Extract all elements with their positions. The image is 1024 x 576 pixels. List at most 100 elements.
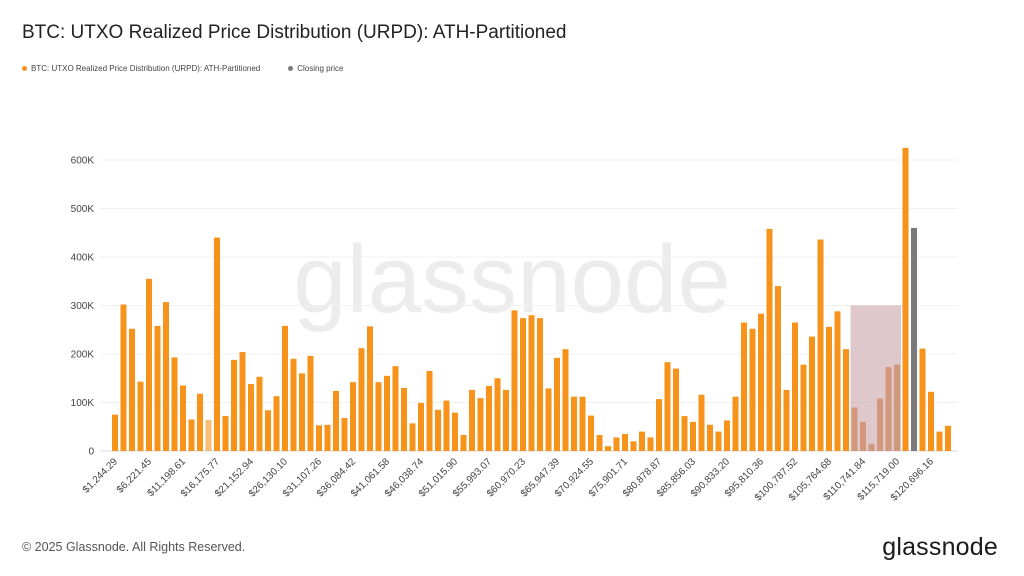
bar: [282, 325, 288, 451]
bar: [324, 424, 331, 451]
bar: [792, 322, 798, 451]
legend-item-closing-price[interactable]: Closing price: [288, 64, 344, 73]
bar: [477, 398, 484, 451]
bar: [333, 390, 339, 451]
bar: [367, 326, 373, 451]
bar: [154, 325, 161, 451]
bar: [231, 359, 237, 451]
closing-price-bar: [911, 227, 917, 451]
bar: [715, 431, 722, 451]
bar: [129, 328, 135, 451]
y-tick-label: 500K: [71, 204, 95, 215]
bar: [273, 396, 280, 451]
bar: [622, 434, 628, 451]
bar: [307, 355, 314, 451]
bar: [588, 415, 594, 451]
bar: [401, 387, 407, 451]
bar: [945, 425, 951, 451]
bar: [817, 239, 824, 451]
bar: [639, 431, 645, 451]
bar: [843, 349, 849, 451]
bar: [834, 311, 841, 451]
y-tick-label: 0: [88, 447, 94, 458]
bar: [707, 424, 713, 451]
bar: [936, 431, 943, 451]
bar: [741, 322, 747, 451]
bar: [928, 391, 934, 451]
bar: [392, 366, 399, 451]
bar: [724, 420, 730, 451]
bar: [613, 437, 620, 451]
bar: [214, 237, 220, 451]
glassnode-logo[interactable]: glassnode: [882, 533, 998, 561]
bar: [800, 364, 807, 451]
bar: [256, 376, 263, 451]
bar: [443, 400, 450, 451]
bar: [571, 396, 577, 451]
bar: [290, 358, 297, 451]
bar: [520, 318, 526, 451]
legend: BTC: UTXO Realized Price Distribution (U…: [22, 64, 344, 73]
bar: [452, 412, 458, 451]
bar: [248, 384, 254, 451]
bar: [698, 394, 705, 451]
bar: [316, 425, 322, 451]
bar: [197, 393, 203, 451]
bar: [511, 310, 518, 451]
bar: [656, 399, 662, 451]
bar: [503, 389, 509, 451]
y-tick-label: 400K: [71, 253, 95, 264]
bar: [180, 385, 186, 451]
bar: [494, 378, 501, 451]
bar: [409, 423, 416, 451]
y-tick-label: 100K: [71, 398, 95, 409]
y-tick-label: 600K: [71, 156, 95, 167]
bar: [205, 419, 212, 451]
bar: [341, 418, 348, 451]
bar: [486, 386, 492, 451]
bar: [163, 302, 169, 451]
bar: [902, 147, 909, 451]
bar: [758, 313, 764, 451]
y-tick-label: 300K: [71, 301, 95, 312]
bar: [418, 402, 424, 451]
legend-item-urpd[interactable]: BTC: UTXO Realized Price Distribution (U…: [22, 64, 260, 73]
bar: [350, 382, 356, 451]
bar: [528, 315, 535, 451]
bar: [239, 352, 246, 451]
bar: [375, 382, 382, 451]
bar: [732, 396, 739, 451]
bar: [681, 416, 688, 451]
bar: [435, 409, 441, 451]
bar: [630, 441, 637, 451]
bar: [647, 437, 654, 451]
copyright: © 2025 Glassnode. All Rights Reserved.: [22, 540, 246, 554]
highlight-region: [850, 305, 901, 451]
bar: [545, 388, 552, 451]
bar: [426, 370, 433, 451]
bar: [146, 278, 152, 451]
bar: [299, 373, 305, 451]
bar: [222, 416, 229, 451]
bar: [664, 362, 671, 451]
bar: [809, 336, 815, 451]
bar: [919, 348, 926, 451]
bar: [137, 381, 144, 451]
bar: [766, 228, 773, 451]
bar: [775, 286, 781, 451]
bar: [537, 318, 543, 451]
bar: [562, 349, 569, 451]
bar: [579, 396, 586, 451]
bar: [171, 357, 178, 451]
bar: [826, 326, 832, 451]
legend-dot-icon: [22, 66, 27, 72]
legend-dot-icon: [288, 66, 294, 72]
bar: [469, 389, 475, 451]
bar: [690, 421, 696, 451]
bar: [783, 389, 790, 451]
bar: [554, 357, 560, 451]
y-tick-label: 200K: [71, 350, 95, 361]
bar: [120, 304, 127, 451]
bar: [384, 375, 390, 451]
